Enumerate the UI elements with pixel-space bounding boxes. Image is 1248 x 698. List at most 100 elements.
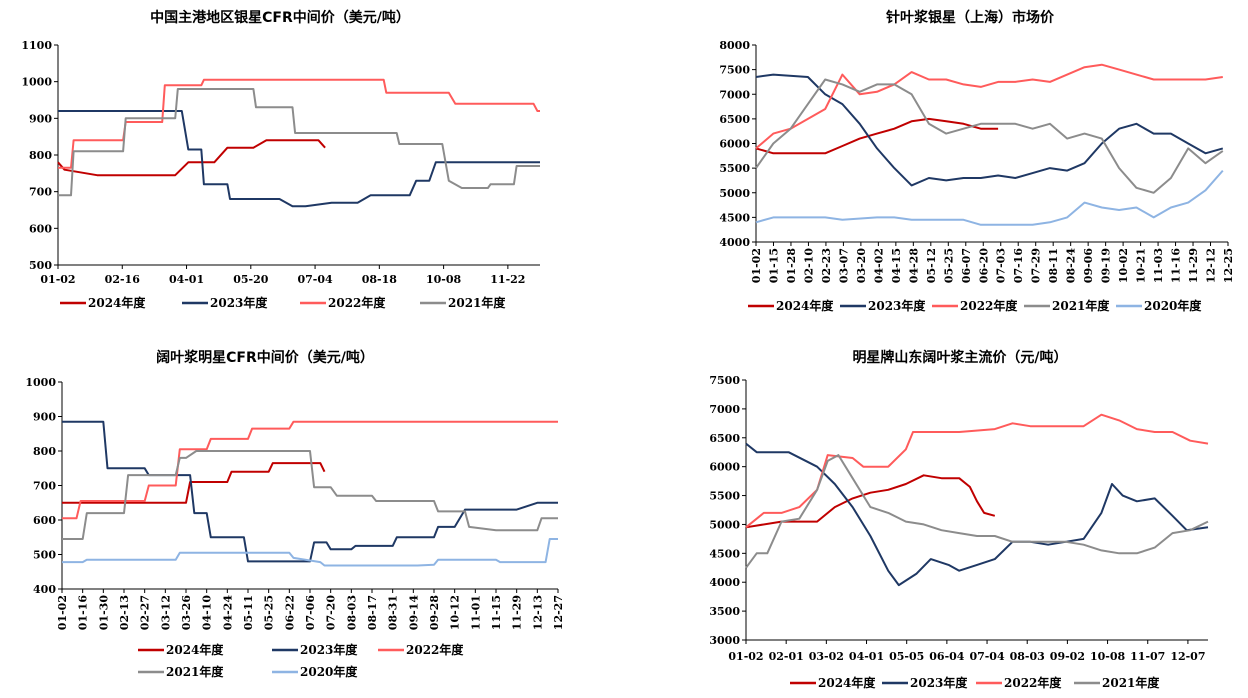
y-tick-label: 7500 — [709, 374, 740, 387]
x-tick-label: 07-04 — [969, 650, 1005, 663]
x-tick-label: 05-05 — [889, 650, 924, 663]
x-tick-label: 07-16 — [1012, 248, 1025, 284]
legend-label: 2022年度 — [328, 295, 386, 310]
y-tick-label: 7000 — [709, 403, 740, 416]
x-tick-label: 09-28 — [428, 595, 441, 631]
series-line-s2021 — [62, 450, 558, 540]
y-tick-label: 6500 — [719, 113, 750, 126]
legend-label: 2021年度 — [1052, 298, 1110, 313]
x-tick-label: 02-23 — [820, 248, 833, 283]
chart-softwood-shanghai: 针叶浆银星（上海）市场价 4000 4500 5000 5500 6000 6500 7000… — [719, 9, 1235, 313]
x-tick-label: 03-26 — [180, 595, 193, 631]
chart-title: 中国主港地区银星CFR中间价（美元/吨） — [150, 9, 410, 26]
y-tick-label: 400 — [33, 583, 56, 596]
x-tick-label: 06-22 — [283, 595, 296, 630]
y-tick-label: 5500 — [719, 162, 750, 175]
x-tick-label: 03-07 — [837, 248, 850, 283]
series-line-s2022 — [58, 78, 540, 169]
series-line-s2023 — [62, 420, 558, 563]
x-tick-label: 04-24 — [221, 595, 234, 631]
x-tick-label: 07-04 — [297, 273, 333, 286]
y-tick-label: 6000 — [709, 461, 740, 474]
x-tick-label: 07-06 — [304, 595, 317, 631]
x-tick-label: 05-11 — [242, 595, 255, 630]
chart-title: 针叶浆银星（上海）市场价 — [885, 9, 1055, 26]
x-tick-label: 04-15 — [890, 248, 903, 283]
y-tick-label: 5000 — [709, 518, 740, 531]
y-tick-label: 4000 — [719, 236, 750, 249]
series-line-s2021 — [745, 454, 1209, 569]
x-tick-label: 06-07 — [960, 248, 973, 283]
x-tick-label: 04-02 — [872, 248, 885, 283]
x-tick-label: 12-12 — [1205, 248, 1218, 283]
x-tick-label: 05-20 — [233, 273, 269, 286]
x-tick-label: 02-16 — [105, 273, 141, 286]
x-tick-label: 10-08 — [426, 273, 462, 286]
chart-hardwood-shandong: 明星牌山东阔叶浆主流价（元/吨） 3000 3500 4000 4500 5000 5500… — [709, 349, 1209, 690]
x-tick-label: 08-03 — [345, 595, 358, 630]
x-tick-label: 01-02 — [40, 273, 75, 286]
legend-label: 2023年度 — [210, 295, 268, 310]
y-tick-label: 6000 — [719, 138, 750, 151]
x-tick-label: 12-07 — [1170, 650, 1205, 663]
x-tick-label: 04-10 — [201, 595, 214, 631]
legend-label: 2021年度 — [448, 295, 506, 310]
x-tick-label: 04-01 — [849, 650, 884, 663]
x-tick-label: 03-20 — [855, 248, 868, 284]
series-line-s2022 — [745, 413, 1209, 529]
legend-label: 2024年度 — [166, 642, 224, 657]
chart-title: 明星牌山东阔叶浆主流价（元/吨） — [852, 349, 1067, 366]
x-tick-label: 01-30 — [97, 595, 110, 631]
x-tick-label: 02-01 — [769, 650, 804, 663]
x-tick-label: 11-07 — [1130, 650, 1165, 663]
x-tick-label: 08-03 — [1010, 650, 1045, 663]
x-tick-label: 01-02 — [728, 650, 763, 663]
chart-panel-hardwood-shandong: 明星牌山东阔叶浆主流价（元/吨） 3000 3500 4000 4500 5000 5500… — [690, 340, 1248, 698]
x-tick-label: 08-18 — [362, 273, 398, 286]
series-line-s2023 — [745, 442, 1209, 587]
y-tick-label: 7000 — [719, 88, 750, 101]
x-tick-label: 10-08 — [1090, 650, 1126, 663]
series-line-s2023 — [755, 73, 1224, 187]
x-tick-label: 12-13 — [531, 595, 544, 630]
legend-label: 2023年度 — [868, 298, 926, 313]
y-tick-label: 6500 — [709, 432, 740, 445]
y-tick-label: 600 — [33, 514, 56, 527]
x-tick-label: 01-16 — [77, 595, 90, 631]
x-tick-label: 01-02 — [56, 595, 69, 630]
x-tick-label: 07-20 — [325, 595, 338, 631]
y-tick-label: 700 — [29, 186, 52, 199]
y-tick-label: 800 — [29, 149, 52, 162]
legend-label: 2021年度 — [1102, 675, 1160, 690]
legend-label: 2022年度 — [960, 298, 1018, 313]
legend-label: 2024年度 — [818, 675, 876, 690]
legend-label: 2022年度 — [1004, 675, 1062, 690]
x-tick-label: 11-01 — [469, 595, 482, 630]
series-line-s2024 — [745, 474, 996, 529]
x-tick-label: 03-12 — [159, 595, 172, 630]
x-tick-label: 06-20 — [977, 248, 990, 284]
x-tick-label: 02-13 — [118, 595, 131, 630]
series-line-s2024 — [57, 139, 326, 177]
x-tick-label: 02-10 — [802, 248, 815, 284]
legend-label: 2020年度 — [300, 664, 358, 679]
x-tick-label: 08-17 — [366, 595, 379, 630]
y-tick-label: 600 — [29, 222, 52, 235]
x-tick-label: 01-15 — [767, 248, 780, 283]
legend-label: 2020年度 — [1144, 298, 1202, 313]
y-tick-label: 4000 — [709, 576, 740, 589]
legend-label: 2024年度 — [776, 298, 834, 313]
x-tick-label: 11-15 — [490, 595, 503, 630]
x-tick-label: 11-29 — [1187, 248, 1200, 283]
x-tick-label: 06-04 — [929, 650, 965, 663]
series-line-s2023 — [58, 110, 540, 208]
x-tick-label: 03-02 — [809, 650, 844, 663]
x-tick-label: 11-03 — [1152, 248, 1165, 283]
y-tick-label: 5000 — [719, 187, 750, 200]
x-tick-label: 08-31 — [387, 595, 400, 630]
chart-hardwood-cfr: 阔叶浆明星CFR中间价（美元/吨） 400 500 600 700 800 900 1000 0… — [25, 349, 565, 679]
y-tick-label: 1000 — [25, 376, 56, 389]
x-tick-label: 04-28 — [907, 248, 920, 284]
x-tick-label: 10-21 — [1135, 248, 1148, 283]
y-tick-label: 3500 — [709, 605, 740, 618]
